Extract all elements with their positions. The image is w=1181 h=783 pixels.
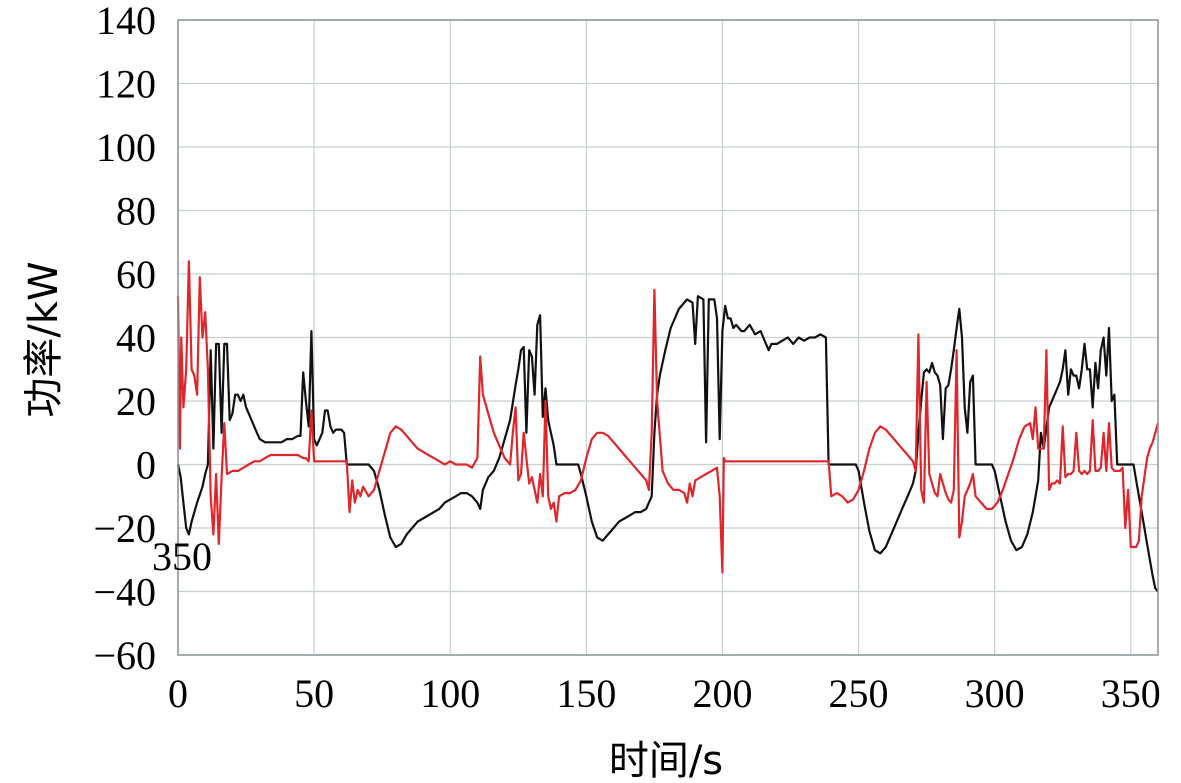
y-tick-label: 20 — [116, 379, 156, 424]
y-tick-labels: −60 −40 −20 0 20 40 60 80 100 120 140 — [93, 0, 156, 678]
y-tick-label: −40 — [93, 570, 156, 615]
plot-frame — [177, 19, 1159, 656]
series-line-1 — [176, 295, 1159, 593]
y-tick-label: −20 — [93, 506, 156, 551]
y-tick-label: 120 — [96, 62, 156, 107]
x-tick-label: 200 — [692, 671, 752, 716]
series-lines — [176, 260, 1160, 593]
x-tick-label: 300 — [965, 671, 1025, 716]
y-tick-label: 100 — [96, 125, 156, 170]
y-tick-label: 80 — [116, 189, 156, 234]
y-tick-label: 60 — [116, 252, 156, 297]
y-tick-label: −60 — [93, 633, 156, 678]
x-axis-label: 时间/s — [609, 738, 723, 783]
y-tick-label: 140 — [96, 0, 156, 43]
x-tick-label: 150 — [556, 671, 616, 716]
x-tick-label: 0 — [168, 671, 188, 716]
y-tick-label: 0 — [136, 443, 156, 488]
series-line-2 — [176, 260, 1160, 574]
x-tick-label: 350 — [1101, 671, 1161, 716]
y-tick-label: 40 — [116, 316, 156, 361]
x-tick-labels: 0 50 100 150 200 250 300 350 — [168, 671, 1161, 716]
stray-annotation: 350 — [152, 534, 212, 579]
x-tick-label: 100 — [420, 671, 480, 716]
x-tick-label: 250 — [829, 671, 889, 716]
y-axis-label: 功率/kW — [21, 261, 67, 417]
x-tick-label: 50 — [294, 671, 334, 716]
